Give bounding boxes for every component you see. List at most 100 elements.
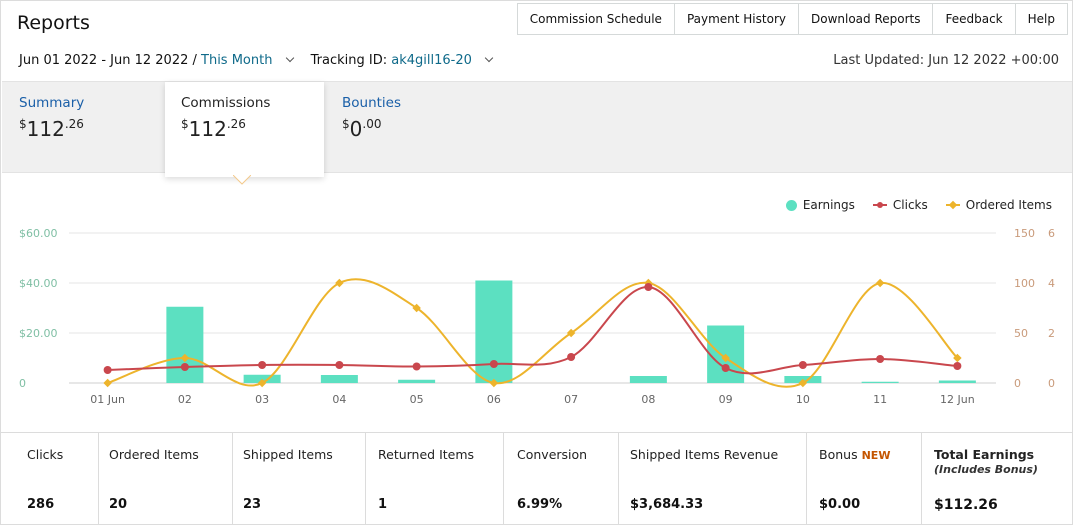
stat-shipped-revenue: Shipped Items Revenue $3,684.33 [619,433,807,525]
clicks-point [258,361,267,369]
tab-summary[interactable]: Summary $112.26 [3,82,165,174]
earnings-bar [629,376,667,383]
chevron-down-icon [285,53,294,63]
clicks-point [567,353,576,361]
feedback-button[interactable]: Feedback [932,4,1015,34]
stat-sublabel: (Includes Bonus) [934,463,1038,476]
ordered-items-point [257,378,267,388]
y-tick-label-earnings: 0 [19,377,26,390]
legend-earnings[interactable]: Earnings [785,198,855,212]
stat-label: Ordered Items [109,447,199,462]
clicks-point [180,363,189,371]
x-tick-label: 05 [410,393,424,406]
ordered-items-point [798,378,808,388]
legend-ordered-items[interactable]: Ordered Items [945,198,1052,212]
earnings-bar [938,380,976,383]
stat-value: 1 [378,497,388,512]
x-tick-label: 11 [873,393,887,406]
legend-ordered-items-label: Ordered Items [965,198,1052,212]
clicks-point [644,283,653,291]
stat-value: $112.26 [934,497,998,513]
legend-ordered-items-swatch [945,200,960,210]
clicks-point [335,361,344,369]
clicks-point [798,361,807,369]
tab-commissions[interactable]: Commissions $112.26 [165,82,324,177]
tracking-label: Tracking ID: [310,53,388,68]
ordered-items-point [103,378,112,388]
y-tick-label-items: 6 [1048,227,1055,240]
y-tick-label-earnings: $60.00 [19,227,58,240]
chart-legend: Earnings Clicks Ordered Items [768,198,1052,212]
clicks-line [107,285,958,375]
earnings-bar [166,306,204,383]
stat-label: Total Earnings [934,447,1035,462]
tab-bounties[interactable]: Bounties $0.00 [326,82,486,174]
earnings-bar [398,379,436,383]
legend-clicks-label: Clicks [892,198,928,212]
clicks-point [412,362,421,371]
filter-bar: Jun 01 2022 - Jun 12 2022 / This Month T… [19,53,500,68]
stat-value: $3,684.33 [630,497,704,512]
clicks-point [103,366,112,374]
ordered-items-point [180,353,190,363]
x-tick-label: 08 [641,393,655,406]
y-tick-label-clicks: 50 [1014,327,1028,340]
stat-ordered-items: Ordered Items 20 [99,433,233,525]
commission-schedule-button[interactable]: Commission Schedule [517,4,674,34]
stat-clicks: Clicks 286 [1,433,99,525]
tracking-id-value: ak4gill16-20 [391,53,472,68]
download-reports-button[interactable]: Download Reports [797,4,933,34]
stat-label: Bonus NEW [819,447,891,462]
help-button[interactable]: Help [1014,4,1067,34]
new-badge: NEW [861,449,891,462]
stat-total-earnings: Total Earnings (Includes Bonus) $112.26 [922,433,1073,525]
tracking-id-dropdown[interactable]: Tracking ID: ak4gill16-20 [311,53,500,68]
stat-label: Shipped Items Revenue [630,447,779,462]
tab-label: Summary [19,95,85,111]
stat-value: 6.99% [517,497,563,512]
legend-clicks[interactable]: Clicks [872,198,928,212]
y-tick-label-earnings: $20.00 [19,327,58,340]
earnings-bar [861,381,899,383]
page-title: Reports [17,12,90,34]
earnings-chart: $60.00 150 6$40.00 100 4$20.00 50 20 0 001 Jun 02… [19,227,1055,406]
active-tab-caret [233,175,251,185]
date-range-text: Jun 01 2022 - Jun 12 2022 / [19,53,197,68]
date-range-picker[interactable]: Jun 01 2022 - Jun 12 2022 / This Month [19,53,301,68]
y-tick-label-items: 2 [1048,327,1055,340]
period-link: This Month [201,53,273,68]
stat-label: Conversion [517,447,588,462]
stat-label: Shipped Items [243,447,333,462]
ordered-items-point [953,353,962,363]
legend-earnings-swatch [785,199,797,211]
stat-value: 20 [109,497,128,512]
tab-amount: $112.26 [19,117,84,141]
y-tick-label-clicks: 150 [1014,227,1035,240]
stat-conversion: Conversion 6.99% [504,433,619,525]
ordered-items-point [412,303,421,313]
x-tick-label: 10 [796,393,810,406]
ordered-items-point [566,328,576,338]
ordered-items-point [875,278,885,288]
tab-amount: $0.00 [342,117,382,141]
x-tick-label: 04 [332,393,346,406]
stat-shipped-items: Shipped Items 23 [233,433,366,525]
x-tick-label: 06 [487,393,501,406]
clicks-point [953,362,962,370]
tab-amount: $112.26 [181,117,246,141]
x-tick-label: 07 [564,393,578,406]
payment-history-button[interactable]: Payment History [673,4,798,34]
report-tabs: Summary $112.26 Commissions $112.26 Boun… [2,81,1072,177]
y-tick-label-clicks: 0 [1014,377,1021,390]
x-tick-label: 03 [255,393,269,406]
ordered-items-point [489,378,499,388]
stat-value: $0.00 [819,497,861,512]
legend-clicks-swatch [872,202,887,208]
chevron-down-icon [484,53,494,63]
clicks-point [876,355,885,363]
ordered-items-point [721,353,730,363]
y-tick-label-items: 4 [1048,277,1055,290]
x-tick-label: 02 [178,393,192,406]
x-tick-label: 12 Jun [940,393,975,406]
y-tick-label-clicks: 100 [1014,277,1035,290]
